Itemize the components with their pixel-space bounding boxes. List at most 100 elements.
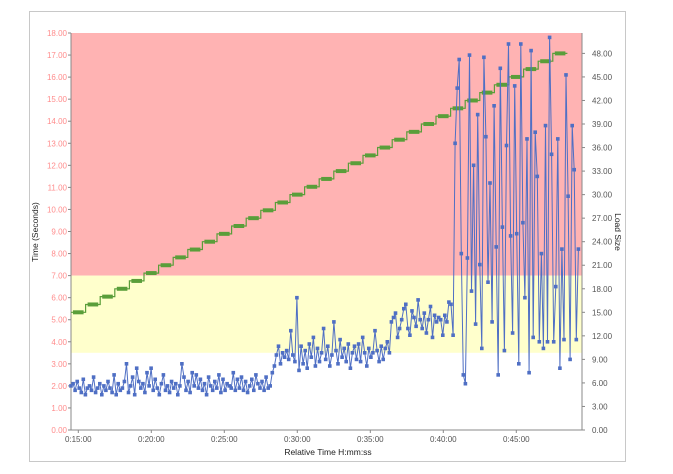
response-time-point [406, 326, 410, 331]
y2-tick-label: 0.00 [592, 426, 608, 435]
response-time-point [190, 370, 194, 375]
x-tick-label: 0:35:00 [357, 435, 384, 444]
y2-tick-label: 15.00 [592, 308, 613, 317]
response-time-point [219, 390, 223, 395]
y-tick-label: 5.00 [51, 316, 67, 325]
response-time-point [451, 333, 455, 337]
response-time-point [221, 377, 225, 382]
response-time-point [89, 388, 94, 393]
y-tick-label: 11.00 [48, 183, 68, 192]
response-time-point [311, 335, 316, 340]
response-time-point [482, 55, 486, 60]
response-time-point [114, 392, 118, 397]
response-time-point [247, 384, 252, 388]
load-size-step [379, 145, 391, 150]
response-time-point [204, 392, 209, 397]
response-time-point [564, 73, 568, 77]
response-time-point [360, 335, 365, 340]
response-time-point [153, 377, 157, 382]
response-time-point [539, 251, 544, 256]
response-time-point [506, 42, 511, 46]
response-time-point [414, 324, 418, 329]
y2-tick-label: 9.00 [592, 355, 608, 364]
response-time-point [371, 351, 375, 355]
response-time-point [243, 379, 248, 384]
load-size-step [160, 263, 172, 268]
response-time-point [350, 351, 355, 355]
y2-axis-label: Load Size [613, 213, 623, 251]
response-time-point [262, 388, 266, 393]
response-time-point [519, 42, 523, 46]
response-time-point [344, 359, 348, 364]
response-time-point [69, 384, 73, 388]
response-time-point [504, 143, 509, 148]
response-time-point [496, 373, 500, 377]
load-size-step [423, 122, 434, 127]
response-time-point [118, 388, 123, 393]
load-size-step [321, 176, 332, 181]
load-size-step [102, 294, 113, 299]
response-time-point [210, 388, 215, 393]
y2-tick-label: 18.00 [592, 285, 613, 294]
load-size-step [335, 169, 347, 174]
y-tick-label: 17.00 [47, 51, 68, 60]
response-time-point [562, 337, 566, 342]
response-time-point [100, 392, 104, 397]
y-tick-label: 16.00 [47, 73, 68, 82]
response-time-point [139, 386, 143, 390]
response-time-point [332, 320, 336, 324]
axes [68, 32, 585, 433]
load-size-step [496, 82, 507, 87]
response-time-point [521, 220, 525, 225]
response-time-point [362, 351, 367, 355]
response-time-point [367, 346, 371, 351]
response-time-point [574, 337, 579, 342]
response-time-point [250, 377, 254, 382]
response-time-point [467, 53, 472, 57]
response-time-point [381, 357, 385, 362]
response-time-point [106, 379, 110, 384]
response-time-point [180, 362, 184, 366]
y-tick-label: 3.00 [51, 360, 67, 369]
load-size-step [116, 286, 128, 291]
response-time-point [473, 322, 478, 326]
response-time-point [274, 353, 279, 357]
response-time-point [438, 317, 443, 322]
response-time-point [268, 384, 272, 388]
y-tick-label: 6.00 [51, 294, 67, 303]
response-time-point [576, 247, 581, 251]
response-time-point [163, 388, 168, 393]
response-time-point [399, 317, 404, 322]
response-time-point [492, 104, 496, 108]
response-time-point [385, 340, 390, 344]
response-time-point [87, 384, 92, 388]
response-time-point [428, 304, 433, 309]
response-time-point [260, 379, 264, 384]
response-time-point [196, 386, 201, 390]
response-time-point [284, 348, 289, 353]
x-tick-label: 0:25:00 [211, 435, 238, 444]
response-time-point [293, 359, 297, 364]
response-time-point [512, 84, 517, 88]
response-time-point [264, 375, 268, 379]
response-time-point [174, 381, 178, 386]
response-time-point [480, 346, 484, 351]
response-time-point [126, 390, 131, 395]
response-time-point [455, 86, 459, 90]
load-size-step [350, 161, 361, 166]
response-time-point [379, 344, 383, 348]
load-size-step [262, 208, 274, 213]
load-size-series [71, 51, 568, 315]
load-size-step [219, 231, 230, 236]
response-time-point [157, 392, 162, 397]
load-size-step [452, 106, 464, 111]
load-size-line [71, 52, 568, 313]
y-tick-label: 4.00 [51, 338, 67, 347]
response-time-point [447, 300, 451, 304]
response-time-point [276, 344, 281, 348]
y2-tick-label: 36.00 [592, 144, 613, 153]
response-time-point [365, 364, 369, 368]
response-time-point [358, 359, 363, 364]
load-size-step [540, 59, 551, 64]
response-time-point [303, 348, 307, 353]
